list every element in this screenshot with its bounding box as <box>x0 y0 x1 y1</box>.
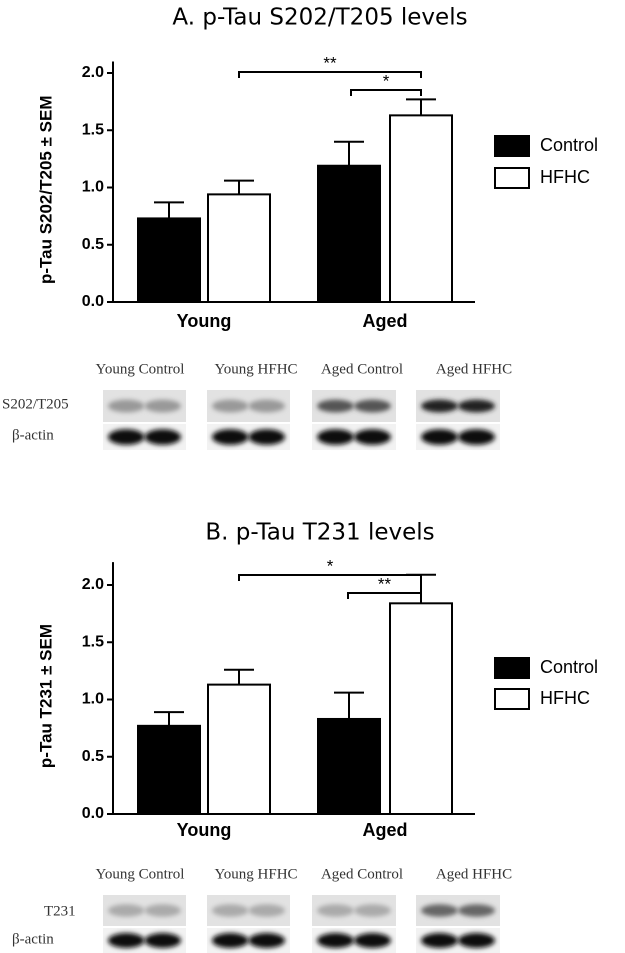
blot-band <box>211 429 249 445</box>
legend-swatch <box>494 657 530 679</box>
lane-label: Aged HFHC <box>436 361 512 377</box>
blot-band <box>421 904 458 917</box>
chart-title: B. p-Tau T231 levels <box>205 520 434 546</box>
blot-band <box>248 904 286 917</box>
legend-swatch <box>494 167 530 189</box>
row-label: β-actin <box>12 931 54 947</box>
lane-label: Young HFHC <box>214 361 297 377</box>
blot-band <box>421 933 458 948</box>
row-label: T231 <box>44 903 76 919</box>
bar <box>389 114 453 303</box>
legend-label: Control <box>540 657 598 677</box>
lane-label: Aged Control <box>321 361 403 377</box>
blot-band <box>107 933 145 948</box>
y-tick-label: 0.0 <box>82 293 104 310</box>
legend-label: Control <box>540 135 598 155</box>
y-tick-label: 1.0 <box>82 691 104 708</box>
chart-panel: A. p-Tau S202/T205 levels p-Tau S202/T205… <box>36 5 598 331</box>
blot-band <box>248 429 286 445</box>
blot-band <box>211 399 249 413</box>
bar <box>137 217 201 303</box>
blot-band <box>317 399 354 413</box>
significance-bracket <box>350 89 422 96</box>
blot-band <box>144 399 182 413</box>
blot-band <box>107 904 145 917</box>
y-tick-label: 0.0 <box>82 805 104 822</box>
blot-band <box>248 399 286 413</box>
legend-swatch <box>494 688 530 710</box>
blot-band <box>458 399 495 413</box>
lane-label: Young HFHC <box>214 866 297 882</box>
bar <box>317 164 381 303</box>
significance-label: ** <box>378 574 392 593</box>
blot-band <box>354 429 391 445</box>
blot-band <box>317 429 354 445</box>
blot-band <box>458 429 495 445</box>
y-tick-label: 0.5 <box>82 748 104 765</box>
row-label: β-actin <box>12 427 54 443</box>
significance-bracket <box>347 592 422 599</box>
blot-band <box>458 933 495 948</box>
y-tick-label: 2.0 <box>82 576 104 593</box>
western-blot: Young Control Young HFHC Aged Control Aged … <box>2 361 512 450</box>
y-tick-label: 1.5 <box>82 121 104 138</box>
legend-label: HFHC <box>540 688 590 708</box>
significance-label: ** <box>323 53 337 72</box>
y-tick-label: 2.0 <box>82 64 104 81</box>
y-axis-label: p-Tau T231 ± SEM <box>36 624 55 768</box>
significance-bracket <box>238 71 422 78</box>
y-tick-label: 0.5 <box>82 236 104 253</box>
chart-title: A. p-Tau S202/T205 levels <box>172 5 467 31</box>
blot-band <box>317 904 354 917</box>
significance-label: * <box>327 556 334 575</box>
lane-label: Aged Control <box>321 866 403 882</box>
blot-band <box>107 429 145 445</box>
blot-band <box>211 904 249 917</box>
lane-label: Young Control <box>96 361 185 377</box>
chart-panel: B. p-Tau T231 levels p-Tau T231 ± SEM 0.0 0… <box>36 520 598 840</box>
blot-band <box>248 933 286 948</box>
x-tick-label: Young <box>177 311 232 331</box>
x-tick-label: Young <box>177 820 232 840</box>
western-blot: Young Control Young HFHC Aged Control Aged … <box>12 866 512 953</box>
bar <box>207 683 271 815</box>
blot-band <box>421 429 458 445</box>
x-tick-label: Aged <box>363 311 408 331</box>
blot-band <box>144 933 182 948</box>
lane-label: Young Control <box>96 866 185 882</box>
bar <box>207 193 271 303</box>
blot-band <box>211 933 249 948</box>
legend-label: HFHC <box>540 167 590 187</box>
row-label: S202/T205 <box>2 396 69 412</box>
legend-swatch <box>494 135 530 157</box>
blot-band <box>354 904 391 917</box>
significance-label: * <box>383 71 390 90</box>
blot-band <box>421 399 458 413</box>
y-tick-label: 1.0 <box>82 179 104 196</box>
blot-band <box>144 904 182 917</box>
x-tick-label: Aged <box>363 820 408 840</box>
blot-band <box>317 933 354 948</box>
blot-band <box>144 429 182 445</box>
lane-label: Aged HFHC <box>436 866 512 882</box>
y-tick-label: 1.5 <box>82 633 104 650</box>
significance-bracket <box>238 574 422 581</box>
bar <box>137 724 201 816</box>
y-axis-label: p-Tau S202/T205 ± SEM <box>36 96 55 285</box>
bar <box>389 602 453 815</box>
blot-band <box>354 933 391 948</box>
blot-band <box>354 399 391 413</box>
bar <box>317 717 381 816</box>
blot-band <box>107 399 145 413</box>
blot-band <box>458 904 495 917</box>
